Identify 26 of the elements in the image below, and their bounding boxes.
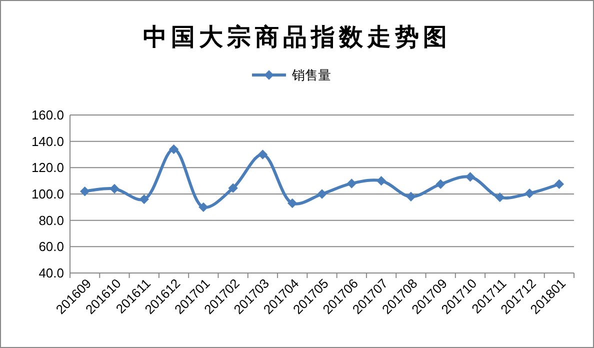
y-tick-label: 160.0 [31,108,64,123]
point [139,194,149,204]
point [110,184,120,194]
point [495,192,505,202]
point [406,192,416,202]
point [317,189,327,199]
point [258,150,268,160]
point [228,183,238,193]
point [80,186,90,196]
y-tick-label: 140.0 [31,134,64,149]
y-tick-label: 60.0 [38,239,64,254]
y-tick-label: 80.0 [38,212,64,228]
point [554,179,564,189]
point [465,172,476,182]
point [346,178,356,188]
y-tick-label: 120.0 [31,160,64,176]
legend-label: 销售量 [291,68,331,84]
point [198,202,208,212]
point [168,144,179,154]
point [288,198,298,208]
chart-title: 中国大宗商品指数走势图 [143,22,451,51]
point [524,188,534,198]
point [436,179,446,189]
y-tick-label: 40.0 [38,266,64,281]
y-tick-label: 100.0 [31,186,64,202]
point [376,176,386,186]
